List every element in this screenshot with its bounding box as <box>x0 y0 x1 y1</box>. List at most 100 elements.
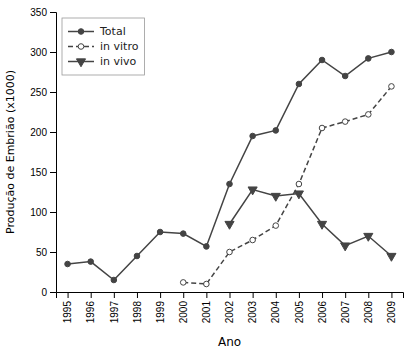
y-tick-label: 250 <box>30 87 47 98</box>
x-tick-label: 2004 <box>270 301 281 324</box>
x-tick-mark <box>391 292 392 298</box>
x-tick: 2001 <box>201 292 212 323</box>
point <box>317 221 326 229</box>
x-tick-label: 2007 <box>340 301 351 324</box>
y-tick-mark <box>50 212 56 213</box>
point <box>271 193 280 201</box>
point <box>387 253 396 261</box>
y-tick: 200 <box>30 127 56 138</box>
point <box>111 277 117 283</box>
x-axis-line <box>57 293 404 299</box>
x-tick: 2009 <box>386 292 397 323</box>
legend-marker <box>78 44 84 50</box>
y-axis-title: Produção de Embrião (x1000) <box>4 70 17 234</box>
point <box>273 223 279 229</box>
y-axis: 0 50 100 150 200 250 300 350 <box>30 7 56 298</box>
legend-marker <box>76 59 85 67</box>
x-tick-label: 2000 <box>178 301 189 324</box>
x-tick-label: 1999 <box>155 301 166 324</box>
x-tick: 1996 <box>85 292 96 323</box>
point <box>180 280 186 286</box>
x-tick-mark <box>206 292 207 298</box>
point <box>296 81 302 87</box>
x-tick-mark <box>322 292 323 298</box>
point <box>319 125 325 131</box>
legend: Total in vitro in vivo <box>62 18 144 75</box>
x-tick-mark <box>230 292 231 298</box>
x-tick: 2003 <box>247 292 258 323</box>
y-tick: 350 <box>30 7 56 18</box>
y-tick-mark <box>50 132 56 133</box>
x-tick-mark <box>114 292 115 298</box>
x-tick-label: 2008 <box>363 301 374 324</box>
legend-label: in vitro <box>100 40 139 53</box>
point <box>204 281 210 287</box>
legend-entry: in vivo <box>68 55 137 68</box>
y-tick-label: 150 <box>30 167 47 178</box>
point <box>157 229 163 235</box>
point <box>250 133 256 139</box>
x-tick: 2006 <box>317 292 328 323</box>
x-tick-label: 2006 <box>317 301 328 324</box>
x-tick-mark <box>276 292 277 298</box>
y-tick-label: 200 <box>30 127 47 138</box>
x-tick: 2005 <box>294 292 305 323</box>
point <box>341 243 350 251</box>
x-tick-mark <box>160 292 161 298</box>
x-tick-label: 2001 <box>201 301 212 324</box>
y-tick-label: 350 <box>30 7 47 18</box>
y-tick-label: 300 <box>30 47 47 58</box>
x-tick-label: 1997 <box>109 301 120 324</box>
x-tick: 2007 <box>340 292 351 323</box>
x-tick: 2004 <box>270 292 281 323</box>
legend-frame <box>62 18 144 75</box>
point <box>180 231 186 237</box>
point <box>342 119 348 125</box>
x-tick-mark <box>68 292 69 298</box>
chart: 1995199619971998199920002001200220032004… <box>0 0 417 354</box>
point <box>65 261 71 267</box>
x-tick: 2008 <box>363 292 374 323</box>
x-tick-mark <box>368 292 369 298</box>
legend-entry: in vitro <box>68 40 139 53</box>
point <box>204 244 210 250</box>
point <box>389 84 395 90</box>
point <box>389 49 395 55</box>
x-tick-label: 2003 <box>247 301 258 324</box>
x-tick-label: 1995 <box>62 301 73 324</box>
series-line <box>68 52 392 280</box>
x-tick: 2000 <box>178 292 189 323</box>
point <box>294 191 303 199</box>
y-tick: 300 <box>30 47 56 58</box>
point <box>273 128 279 134</box>
x-tick-label: 2009 <box>386 301 397 324</box>
x-tick-mark <box>91 292 92 298</box>
series-layer <box>65 49 396 287</box>
x-tick-label: 1996 <box>85 301 96 324</box>
point <box>366 56 372 62</box>
y-tick-mark <box>50 292 56 293</box>
series-line <box>230 190 392 256</box>
x-tick: 2002 <box>224 292 235 323</box>
x-tick-mark <box>253 292 254 298</box>
x-axis: 1995 1996 1997 1998 1999 2000 2001 2002 2003 2004… <box>57 292 404 323</box>
legend-marker <box>78 29 84 35</box>
point <box>364 233 373 241</box>
y-tick: 150 <box>30 167 56 178</box>
legend-label: Total <box>99 25 126 38</box>
y-tick: 100 <box>30 207 56 218</box>
y-tick: 0 <box>41 287 56 298</box>
y-tick-mark <box>50 92 56 93</box>
x-tick-mark <box>299 292 300 298</box>
x-tick-label: 2002 <box>224 301 235 324</box>
x-tick: 1998 <box>132 292 143 323</box>
point <box>366 112 372 118</box>
x-tick-mark <box>345 292 346 298</box>
series-line <box>183 86 391 284</box>
y-tick: 250 <box>30 87 56 98</box>
y-tick-label: 100 <box>30 207 47 218</box>
x-tick: 1995 <box>62 292 73 323</box>
x-tick-mark <box>183 292 184 298</box>
y-tick-label: 50 <box>36 247 48 258</box>
y-tick: 50 <box>36 247 56 258</box>
